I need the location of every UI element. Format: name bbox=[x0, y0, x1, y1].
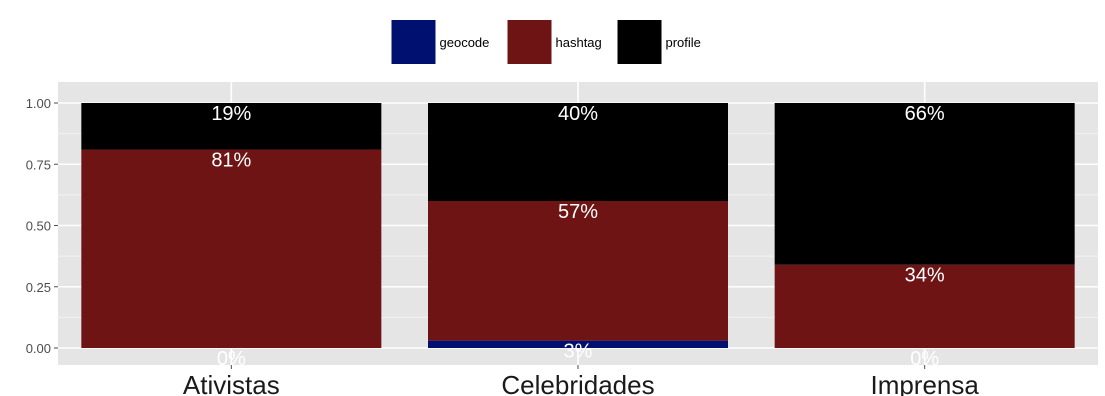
x-axis-category-labels: Ativistas Celebridades Imprensa bbox=[183, 365, 979, 396]
data-label-hashtag: 57% bbox=[558, 201, 598, 223]
bar-segment-profile bbox=[81, 103, 382, 150]
legend-label-profile: profile bbox=[666, 35, 701, 50]
legend: geocode hashtag profile bbox=[391, 20, 701, 64]
x-category-label: Ativistas bbox=[183, 370, 280, 396]
bar-segment-hashtag bbox=[81, 149, 382, 348]
bar-segment-geocode bbox=[428, 340, 728, 348]
bars bbox=[81, 103, 1075, 348]
data-label-geocode: 0% bbox=[910, 348, 939, 370]
bar-segment-profile bbox=[428, 103, 728, 201]
legend-swatch-hashtag bbox=[507, 20, 552, 64]
y-axis-tick-labels: 0.00 0.25 0.50 0.75 1.00 bbox=[26, 96, 58, 356]
x-category-label: Celebridades bbox=[501, 370, 654, 396]
legend-swatch-profile bbox=[617, 20, 662, 64]
data-labels: 0% 81% 19% 3% 57% 40% 0% 34% 66% bbox=[211, 103, 945, 370]
data-label-profile: 66% bbox=[905, 103, 945, 125]
data-label-profile: 40% bbox=[558, 103, 598, 125]
legend-swatch-geocode bbox=[391, 20, 436, 64]
y-tick-label: 0.00 bbox=[26, 341, 51, 356]
y-tick-label: 0.25 bbox=[26, 280, 51, 295]
bar-segment-hashtag bbox=[774, 264, 1075, 348]
bar-segment-hashtag bbox=[428, 201, 728, 341]
data-label-geocode: 3% bbox=[564, 341, 593, 363]
y-tick-label: 0.50 bbox=[26, 219, 51, 234]
legend-label-geocode: geocode bbox=[440, 35, 490, 50]
data-label-geocode: 0% bbox=[217, 348, 246, 370]
x-category-label: Imprensa bbox=[870, 370, 979, 396]
y-tick-label: 0.75 bbox=[26, 157, 51, 172]
data-label-hashtag: 34% bbox=[905, 265, 945, 287]
legend-label-hashtag: hashtag bbox=[556, 35, 602, 50]
data-label-profile: 19% bbox=[211, 103, 251, 125]
y-tick-label: 1.00 bbox=[26, 96, 51, 111]
bar-segment-profile bbox=[774, 103, 1075, 265]
data-label-hashtag: 81% bbox=[211, 150, 251, 172]
